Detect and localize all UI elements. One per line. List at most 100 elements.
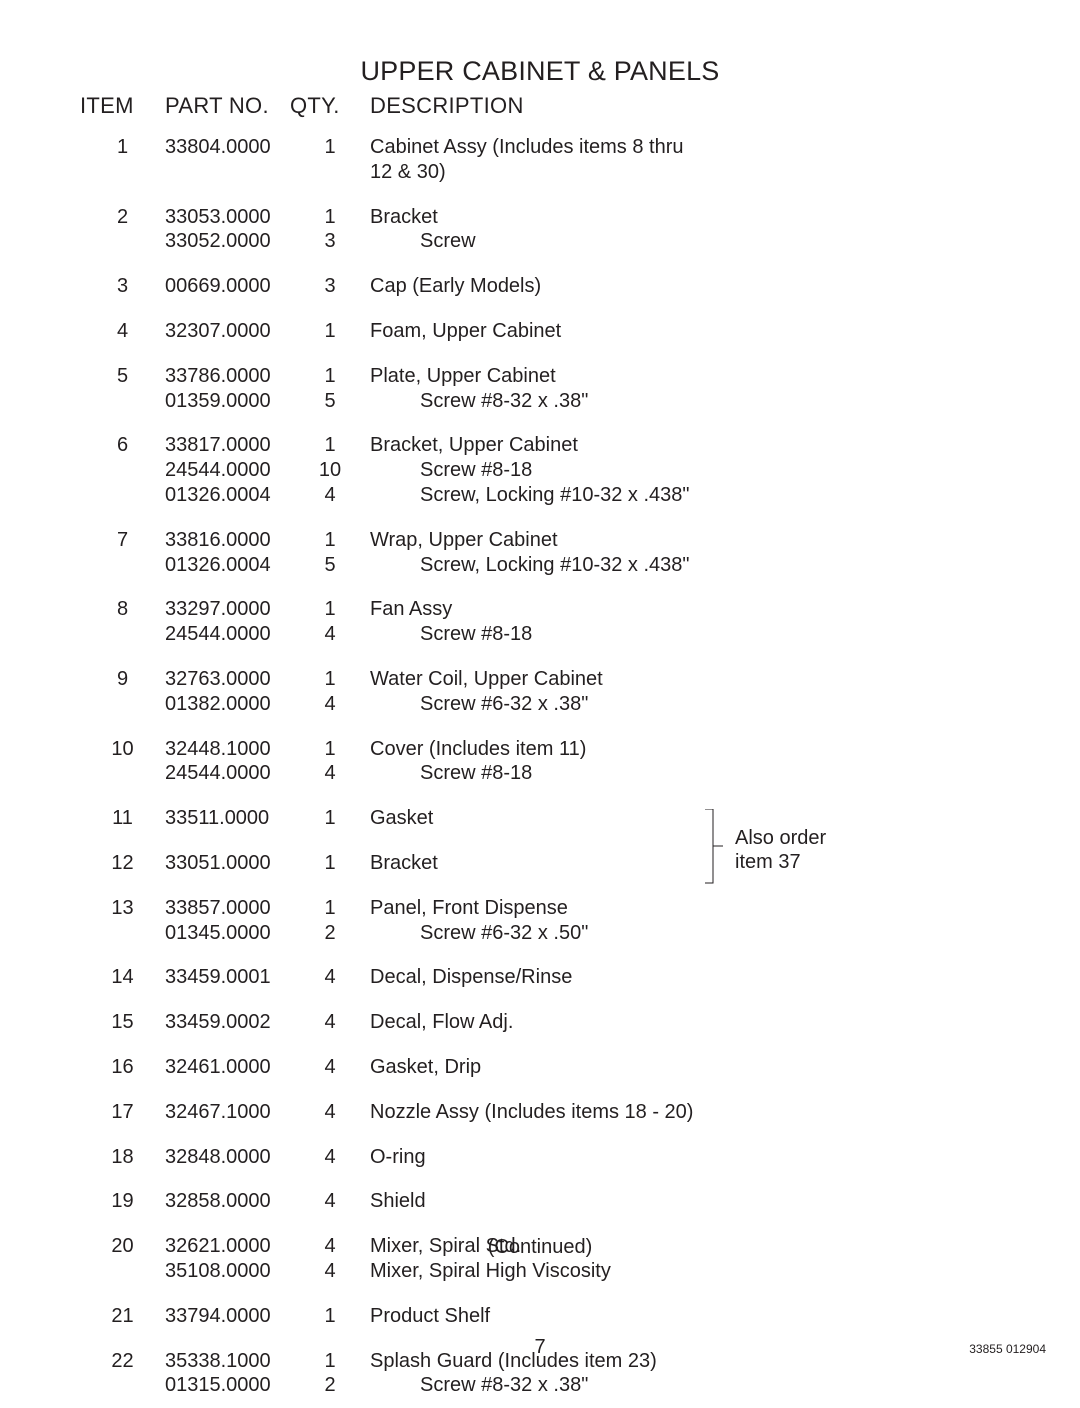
col-header-qty: QTY. (290, 93, 370, 119)
cell-item: 14 (80, 965, 165, 990)
cell-part: 33857.000001345.0000 (165, 896, 290, 946)
table-row: 1433459.00014Decal, Dispense/Rinse (80, 955, 1000, 1000)
cell-part: 32848.0000 (165, 1145, 290, 1170)
part-number: 01315.0000 (165, 1373, 290, 1398)
cell-qty: 13 (290, 205, 370, 255)
cell-desc: Decal, Dispense/Rinse (370, 965, 710, 990)
description-text: Screw, Locking #10-32 x .438" (370, 553, 710, 578)
cell-desc: Water Coil, Upper CabinetScrew #6-32 x .… (370, 667, 710, 717)
document-id: 33855 012904 (969, 1342, 1046, 1356)
part-number: 33052.0000 (165, 229, 290, 254)
description-text: Gasket, Drip (370, 1055, 710, 1080)
table-row: 1333857.000001345.000012Panel, Front Dis… (80, 886, 1000, 956)
cell-part: 33804.0000 (165, 135, 290, 185)
part-number: 33511.0000 (165, 806, 290, 831)
cell-qty: 12 (290, 896, 370, 946)
col-header-part: PART NO. (165, 93, 290, 119)
qty-value: 2 (290, 1373, 370, 1398)
part-number: 33816.0000 (165, 528, 290, 553)
qty-value: 1 (290, 205, 370, 230)
description-text: Decal, Flow Adj. (370, 1010, 710, 1035)
page-title: UPPER CABINET & PANELS (0, 56, 1080, 87)
cell-qty: 14 (290, 737, 370, 787)
part-number: 01345.0000 (165, 921, 290, 946)
cell-qty: 15 (290, 528, 370, 578)
cell-desc: Bracket, Upper CabinetScrew #8-18Screw, … (370, 433, 710, 507)
table-row: 1732467.10004Nozzle Assy (Includes items… (80, 1090, 1000, 1135)
cell-desc: Cabinet Assy (Includes items 8 thru 12 &… (370, 135, 710, 185)
qty-value: 1 (290, 737, 370, 762)
description-text: Screw, Locking #10-32 x .438" (370, 483, 710, 508)
cell-qty: 4 (290, 1145, 370, 1170)
cell-qty: 4 (290, 1100, 370, 1125)
part-number: 33817.0000 (165, 433, 290, 458)
qty-value: 5 (290, 389, 370, 414)
part-number: 32448.1000 (165, 737, 290, 762)
description-text: Cap (Early Models) (370, 274, 710, 299)
cell-item: 9 (80, 667, 165, 717)
cell-qty: 4 (290, 965, 370, 990)
qty-value: 1 (290, 364, 370, 389)
description-text: Bracket (370, 205, 710, 230)
col-header-item: ITEM (80, 93, 165, 119)
cell-desc: Gasket, Drip (370, 1055, 710, 1080)
description-text: Screw #6-32 x .50" (370, 921, 710, 946)
description-text: Fan Assy (370, 597, 710, 622)
qty-value: 1 (290, 528, 370, 553)
part-number: 33297.0000 (165, 597, 290, 622)
qty-value: 1 (290, 667, 370, 692)
table-row: 833297.000024544.000014Fan AssyScrew #8-… (80, 587, 1000, 657)
qty-value: 3 (290, 229, 370, 254)
table-row: 1632461.00004Gasket, Drip (80, 1045, 1000, 1090)
cell-qty: 4 (290, 1189, 370, 1214)
page-number: 7 (0, 1336, 1080, 1359)
cell-qty: 3 (290, 274, 370, 299)
part-number: 24544.0000 (165, 622, 290, 647)
qty-value: 2 (290, 921, 370, 946)
table-row: 432307.00001Foam, Upper Cabinet (80, 309, 1000, 354)
col-header-desc: DESCRIPTION (370, 93, 710, 119)
bracket-annotation: Also order item 37 (703, 809, 903, 883)
qty-value: 1 (290, 806, 370, 831)
description-text: Screw #8-32 x .38" (370, 389, 710, 414)
description-text: Product Shelf (370, 1304, 710, 1329)
table-row: 633817.000024544.000001326.00041104Brack… (80, 423, 1000, 517)
table-row: 1932858.00004Shield (80, 1179, 1000, 1224)
qty-value: 1 (290, 319, 370, 344)
description-text: Mixer, Spiral High Viscosity (370, 1259, 710, 1284)
part-number: 24544.0000 (165, 458, 290, 483)
description-text: Cabinet Assy (Includes items 8 thru 12 &… (370, 135, 710, 185)
cell-desc: Wrap, Upper CabinetScrew, Locking #10-32… (370, 528, 710, 578)
cell-item: 6 (80, 433, 165, 507)
cell-desc: Decal, Flow Adj. (370, 1010, 710, 1035)
description-text: Screw #6-32 x .38" (370, 692, 710, 717)
part-number: 33794.0000 (165, 1304, 290, 1329)
cell-desc: Nozzle Assy (Includes items 18 - 20) (370, 1100, 710, 1125)
cell-item: 5 (80, 364, 165, 414)
description-text: Foam, Upper Cabinet (370, 319, 710, 344)
description-text: Shield (370, 1189, 710, 1214)
table-row: 1533459.00024Decal, Flow Adj. (80, 1000, 1000, 1045)
cell-qty: 1 (290, 319, 370, 344)
bracket-line1: Also order (735, 827, 826, 849)
description-text: Decal, Dispense/Rinse (370, 965, 710, 990)
cell-item: 15 (80, 1010, 165, 1035)
description-text: Cover (Includes item 11) (370, 737, 710, 762)
qty-value: 10 (290, 458, 370, 483)
qty-value: 4 (290, 692, 370, 717)
cell-qty: 1104 (290, 433, 370, 507)
cell-item: 3 (80, 274, 165, 299)
description-text: Screw (370, 229, 710, 254)
cell-part: 33459.0001 (165, 965, 290, 990)
bracket-icon (703, 809, 733, 909)
part-number: 01326.0004 (165, 483, 290, 508)
part-number: 01326.0004 (165, 553, 290, 578)
qty-value: 4 (290, 483, 370, 508)
cell-item: 12 (80, 851, 165, 876)
qty-value: 1 (290, 597, 370, 622)
qty-value: 4 (290, 1145, 370, 1170)
cell-desc: Panel, Front DispenseScrew #6-32 x .50" (370, 896, 710, 946)
cell-qty: 4 (290, 1010, 370, 1035)
cell-qty: 15 (290, 364, 370, 414)
cell-desc: Product Shelf (370, 1304, 710, 1329)
